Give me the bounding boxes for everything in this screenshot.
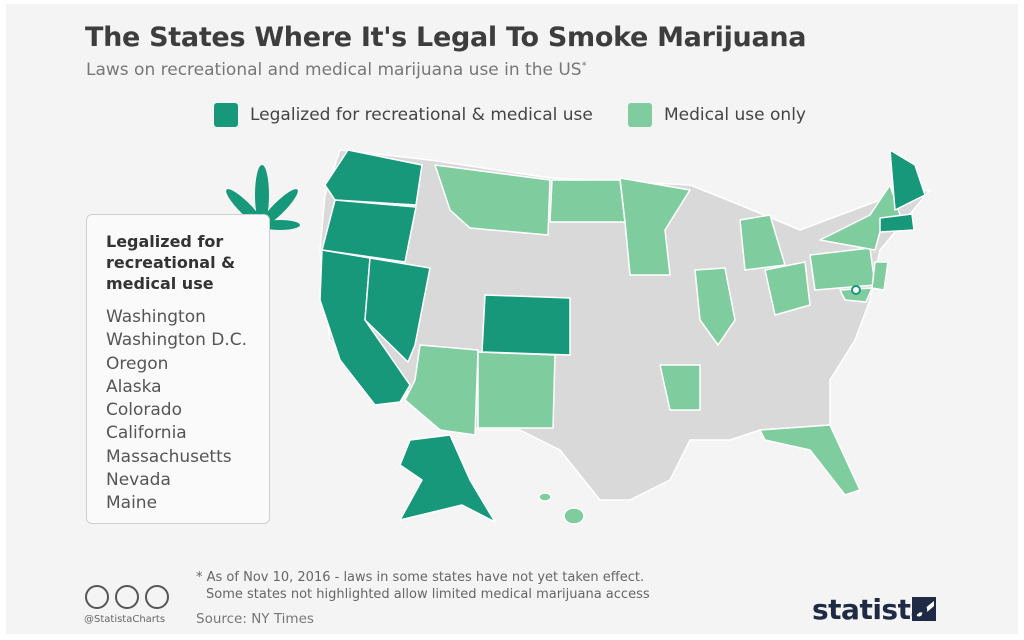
state-nevada: [364, 257, 431, 363]
state-michigan: [739, 214, 786, 271]
state-name: Oregon: [106, 353, 169, 374]
brand-mark: [912, 597, 936, 621]
state-pennsylvania: [809, 247, 876, 291]
legend-label: Medical use only: [664, 105, 806, 125]
state-new-mexico: [477, 351, 556, 429]
dc-marker: [851, 285, 861, 295]
brand: statista: [812, 593, 929, 626]
sidebar: Legalized for recreational & medical use…: [86, 214, 270, 524]
cc-icons: [85, 585, 169, 609]
state-name: Washington: [106, 307, 206, 327]
source: Source: NY Times: [196, 611, 314, 627]
legend-swatch: [628, 103, 652, 127]
state-hawaii: [563, 507, 585, 525]
state-name: Washington D.C.: [106, 330, 248, 351]
state-new-jersey: [871, 261, 889, 291]
state-name: California: [106, 423, 187, 444]
subtitle-mark: *: [581, 60, 587, 72]
state-oregon: [321, 199, 417, 263]
state-florida: [759, 424, 861, 496]
title: The States Where It's Legal To Smoke Mar…: [85, 22, 807, 53]
state-arizona: [404, 344, 479, 436]
subtitle-text: Laws on recreational and medical marijua…: [86, 60, 582, 80]
legend-swatch: [214, 103, 238, 127]
state-massachusetts: [879, 213, 915, 233]
legend-label: Legalized for recreational & medical use: [250, 105, 593, 125]
state-illinois: [694, 267, 736, 346]
state-name: Colorado: [106, 400, 182, 421]
state-north-dakota: [549, 179, 626, 223]
legend-item: Medical use only: [628, 103, 806, 127]
state-arkansas: [659, 364, 701, 411]
state-list: Washington Washington D.C. Oregon Alaska Col…: [106, 306, 269, 516]
footnote: Some states not highlighted allow limite…: [206, 587, 650, 602]
state-ohio: [764, 261, 811, 316]
state-name: Massachusetts: [106, 446, 232, 467]
state-alaska: [399, 434, 496, 523]
state-minnesota: [619, 177, 691, 276]
state-washington: [324, 149, 423, 206]
state-name: Maine: [106, 493, 158, 514]
state-name: Alaska: [106, 376, 162, 397]
sidebar-heading: Legalized for recreational & medical use: [106, 232, 236, 293]
legend-item: Legalized for recreational & medical use: [214, 103, 593, 127]
state-name: Nevada: [106, 470, 171, 491]
state-maine: [889, 149, 926, 211]
subtitle: Laws on recreational and medical marijua…: [86, 60, 587, 80]
state-montana: [434, 164, 551, 236]
footnote: * As of Nov 10, 2016 - laws in some stat…: [196, 570, 645, 585]
handle: @StatistaCharts: [84, 614, 166, 625]
state-colorado: [481, 294, 571, 356]
state-hawaii: [538, 492, 552, 502]
